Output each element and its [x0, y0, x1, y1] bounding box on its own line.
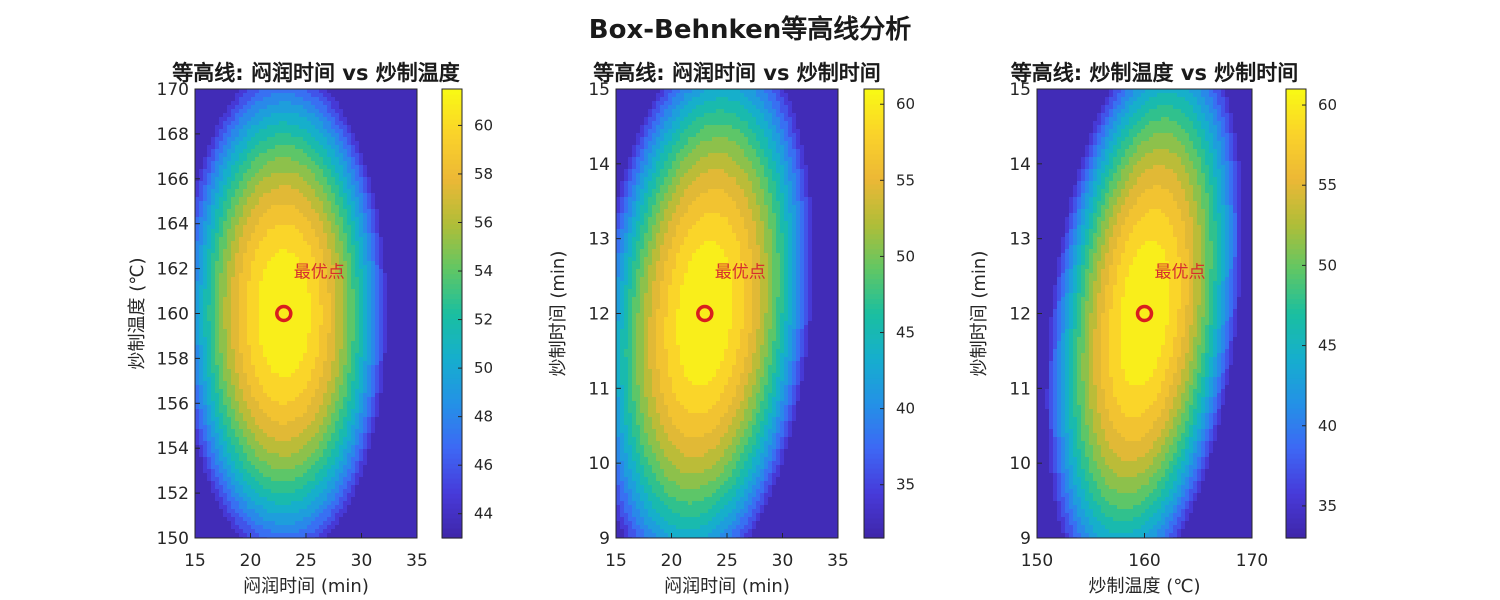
colorbar-tick-label: 46: [474, 456, 493, 474]
optimum-label: 最优点: [1155, 263, 1206, 283]
y-tick-label: 10: [1009, 454, 1031, 474]
colorbar-tick-label: 60: [1318, 96, 1337, 114]
x-axis-label-2: 闷润时间 (min): [664, 576, 790, 597]
contour-fill-1: [195, 89, 417, 538]
contour-fill-2: [616, 89, 838, 538]
colorbar-box: [1285, 88, 1307, 539]
y-tick-label: 164: [157, 215, 189, 235]
colorbar-tick-label: 55: [896, 171, 915, 189]
y-tick-label: 10: [588, 454, 610, 474]
x-tick-label: 35: [827, 551, 849, 571]
colorbar-tick-label: 44: [474, 505, 493, 523]
y-tick-label: 14: [588, 155, 610, 175]
y-tick-label: 162: [157, 260, 189, 280]
y-tick-label: 154: [157, 439, 189, 459]
y-tick-label: 12: [1009, 305, 1031, 325]
y-tick-label: 13: [1009, 230, 1031, 250]
optimum-marker: [275, 304, 293, 323]
y-tick-label: 156: [157, 394, 189, 414]
x-tick-label: 35: [406, 551, 428, 571]
colorbar-tick-label: 45: [1318, 337, 1337, 355]
colorbar-box: [863, 88, 885, 539]
x-tick-label: 150: [1021, 551, 1053, 571]
colorbar-1: [442, 89, 462, 539]
colorbar-tick-label: 56: [474, 213, 493, 231]
optimum-marker: [1135, 304, 1154, 323]
colorbar-box: [441, 88, 463, 539]
y-tick-label: 15: [1009, 80, 1031, 100]
y-tick-label: 14: [1009, 155, 1031, 175]
y-tick-label: 150: [157, 529, 189, 549]
y-axis-label-3: 炒制时间 (min): [969, 251, 990, 377]
x-axis-label-3: 炒制温度 (℃): [1089, 576, 1201, 597]
colorbar-tick-label: 52: [474, 311, 493, 329]
x-tick-label: 30: [351, 551, 373, 571]
y-tick-label: 11: [588, 379, 610, 399]
x-tick-label: 160: [1128, 551, 1160, 571]
colorbar-tick-label: 40: [896, 400, 915, 418]
y-tick-label: 11: [1009, 379, 1031, 399]
axes-title-2: 等高线: 闷润时间 vs 炒制时间: [593, 61, 881, 85]
x-tick-label: 20: [661, 551, 683, 571]
optimum-label: 最优点: [715, 263, 766, 283]
colorbar-3: [1286, 89, 1306, 539]
x-tick-label: 25: [716, 551, 738, 571]
x-tick-label: 30: [772, 551, 794, 571]
x-tick-label: 170: [1236, 551, 1268, 571]
y-tick-label: 13: [588, 230, 610, 250]
colorbar-2: [864, 89, 884, 539]
colorbar-tick-label: 48: [474, 408, 493, 426]
contour-fill-3: [1037, 89, 1252, 538]
colorbar-tick-label: 55: [1318, 176, 1337, 194]
colorbar-tick-label: 35: [1318, 497, 1337, 515]
colorbar-tick-label: 50: [474, 359, 493, 377]
y-tick-label: 166: [157, 170, 189, 190]
y-axis-label-1: 炒制温度 (℃): [127, 258, 148, 370]
colorbar-tick-label: 54: [474, 262, 493, 280]
colorbar-tick-label: 50: [896, 247, 915, 265]
y-tick-label: 160: [157, 305, 189, 325]
x-tick-label: 20: [240, 551, 262, 571]
colorbar-tick-label: 60: [896, 95, 915, 113]
axes-title-1: 等高线: 闷润时间 vs 炒制温度: [172, 61, 460, 85]
x-tick-label: 25: [295, 551, 317, 571]
y-tick-label: 12: [588, 305, 610, 325]
colorbar-tick-label: 60: [474, 116, 493, 134]
y-tick-label: 9: [599, 529, 610, 549]
figure-suptitle: Box-Behnken等高线分析: [589, 14, 911, 45]
colorbar-tick-label: 35: [896, 476, 915, 494]
axes-title-3: 等高线: 炒制温度 vs 炒制时间: [1011, 61, 1299, 85]
y-tick-label: 15: [588, 80, 610, 100]
colorbar-tick-label: 40: [1318, 417, 1337, 435]
y-tick-label: 152: [157, 484, 189, 504]
y-tick-label: 9: [1020, 529, 1031, 549]
y-tick-label: 158: [157, 349, 189, 369]
x-tick-label: 15: [605, 551, 627, 571]
optimum-marker: [696, 304, 714, 323]
x-tick-label: 15: [184, 551, 206, 571]
colorbar-tick-label: 58: [474, 165, 493, 183]
colorbar-tick-label: 50: [1318, 256, 1337, 274]
y-axis-label-2: 炒制时间 (min): [548, 251, 569, 377]
colorbar-tick-label: 45: [896, 324, 915, 342]
optimum-label: 最优点: [294, 263, 345, 283]
x-axis-label-1: 闷润时间 (min): [243, 576, 369, 597]
y-tick-label: 168: [157, 125, 189, 145]
y-tick-label: 170: [157, 80, 189, 100]
